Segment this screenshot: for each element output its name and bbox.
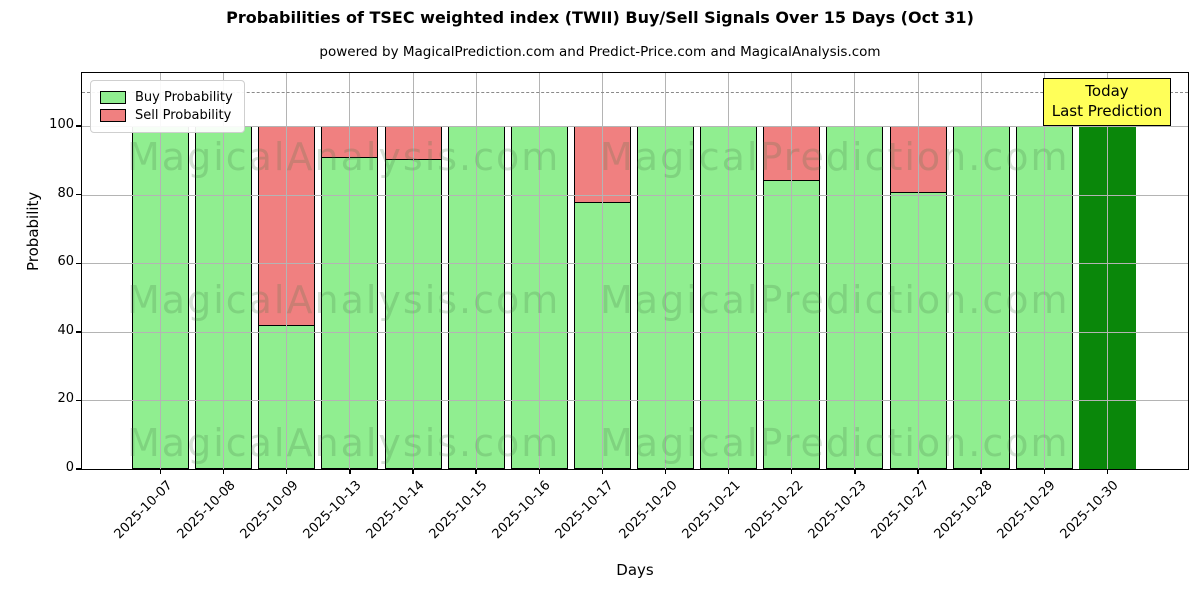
- today-annotation: Today Last Prediction: [1043, 78, 1171, 126]
- v-gridline: [475, 73, 477, 469]
- dashed-threshold-line: [82, 91, 1188, 93]
- legend-label-sell: Sell Probability: [135, 108, 232, 123]
- x-tick-icon: [1043, 469, 1045, 474]
- y-tick-icon: [76, 125, 81, 127]
- x-tick-icon: [412, 469, 414, 474]
- v-gridline: [980, 73, 982, 469]
- h-gridline: [82, 126, 1188, 128]
- x-tick-icon: [727, 469, 730, 474]
- chart-subtitle: powered by MagicalPrediction.com and Pre…: [319, 44, 881, 60]
- legend-entry-sell: Sell Probability: [100, 108, 233, 123]
- x-tick-icon: [286, 469, 288, 474]
- v-gridline: [160, 73, 161, 469]
- x-tick-icon: [538, 469, 540, 474]
- y-tick-label: 80: [57, 185, 74, 201]
- x-tick-icon: [222, 469, 225, 474]
- v-gridline: [1043, 73, 1045, 469]
- y-tick-icon: [76, 331, 81, 333]
- h-gridline: [82, 263, 1188, 265]
- y-tick-label: 100: [49, 117, 74, 133]
- legend-swatch-buy-icon: [100, 91, 126, 104]
- x-axis-label: Days: [616, 561, 654, 579]
- x-tick-icon: [349, 469, 351, 474]
- v-gridline: [286, 73, 288, 469]
- x-tick-icon: [791, 469, 793, 474]
- v-gridline: [665, 73, 667, 469]
- legend-entry-buy: Buy Probability: [100, 90, 233, 105]
- x-tick-icon: [475, 469, 477, 474]
- x-tick-icon: [980, 469, 982, 474]
- legend-swatch-sell-icon: [100, 109, 126, 122]
- v-gridline: [349, 73, 351, 469]
- v-gridline: [538, 73, 540, 469]
- y-tick-label: 40: [57, 322, 74, 338]
- y-tick-icon: [76, 262, 81, 264]
- y-tick-label: 0: [65, 460, 74, 475]
- y-tick-icon: [76, 399, 81, 402]
- x-tick-icon: [1106, 469, 1109, 474]
- v-gridline: [1106, 73, 1108, 469]
- h-gridline: [82, 331, 1188, 333]
- x-tick-icon: [601, 469, 604, 474]
- y-tick-label: 60: [57, 254, 74, 270]
- v-gridline: [917, 73, 919, 469]
- v-gridline: [854, 73, 856, 469]
- v-gridline: [728, 73, 730, 469]
- x-tick-icon: [159, 469, 162, 474]
- today-annotation-line1: Today: [1085, 82, 1129, 100]
- x-tick-icon: [917, 469, 919, 474]
- y-tick-icon: [76, 468, 81, 470]
- v-gridline: [223, 73, 225, 469]
- y-tick-icon: [76, 194, 81, 196]
- y-tick-label: 20: [57, 391, 74, 407]
- legend-label-buy: Buy Probability: [135, 90, 233, 105]
- x-tick-icon: [664, 469, 667, 474]
- v-gridline: [601, 73, 603, 469]
- h-gridline: [82, 400, 1188, 402]
- plot-area: Probability Days Buy Probability Sell Pr…: [24, 72, 1189, 579]
- chart-title: Probabilities of TSEC weighted index (TW…: [226, 8, 974, 27]
- legend: Buy Probability Sell Probability: [90, 80, 245, 133]
- x-tick-icon: [854, 469, 856, 474]
- today-annotation-line2: Last Prediction: [1051, 101, 1163, 120]
- v-gridline: [412, 73, 414, 469]
- h-gridline: [82, 194, 1188, 196]
- v-gridline: [791, 73, 793, 469]
